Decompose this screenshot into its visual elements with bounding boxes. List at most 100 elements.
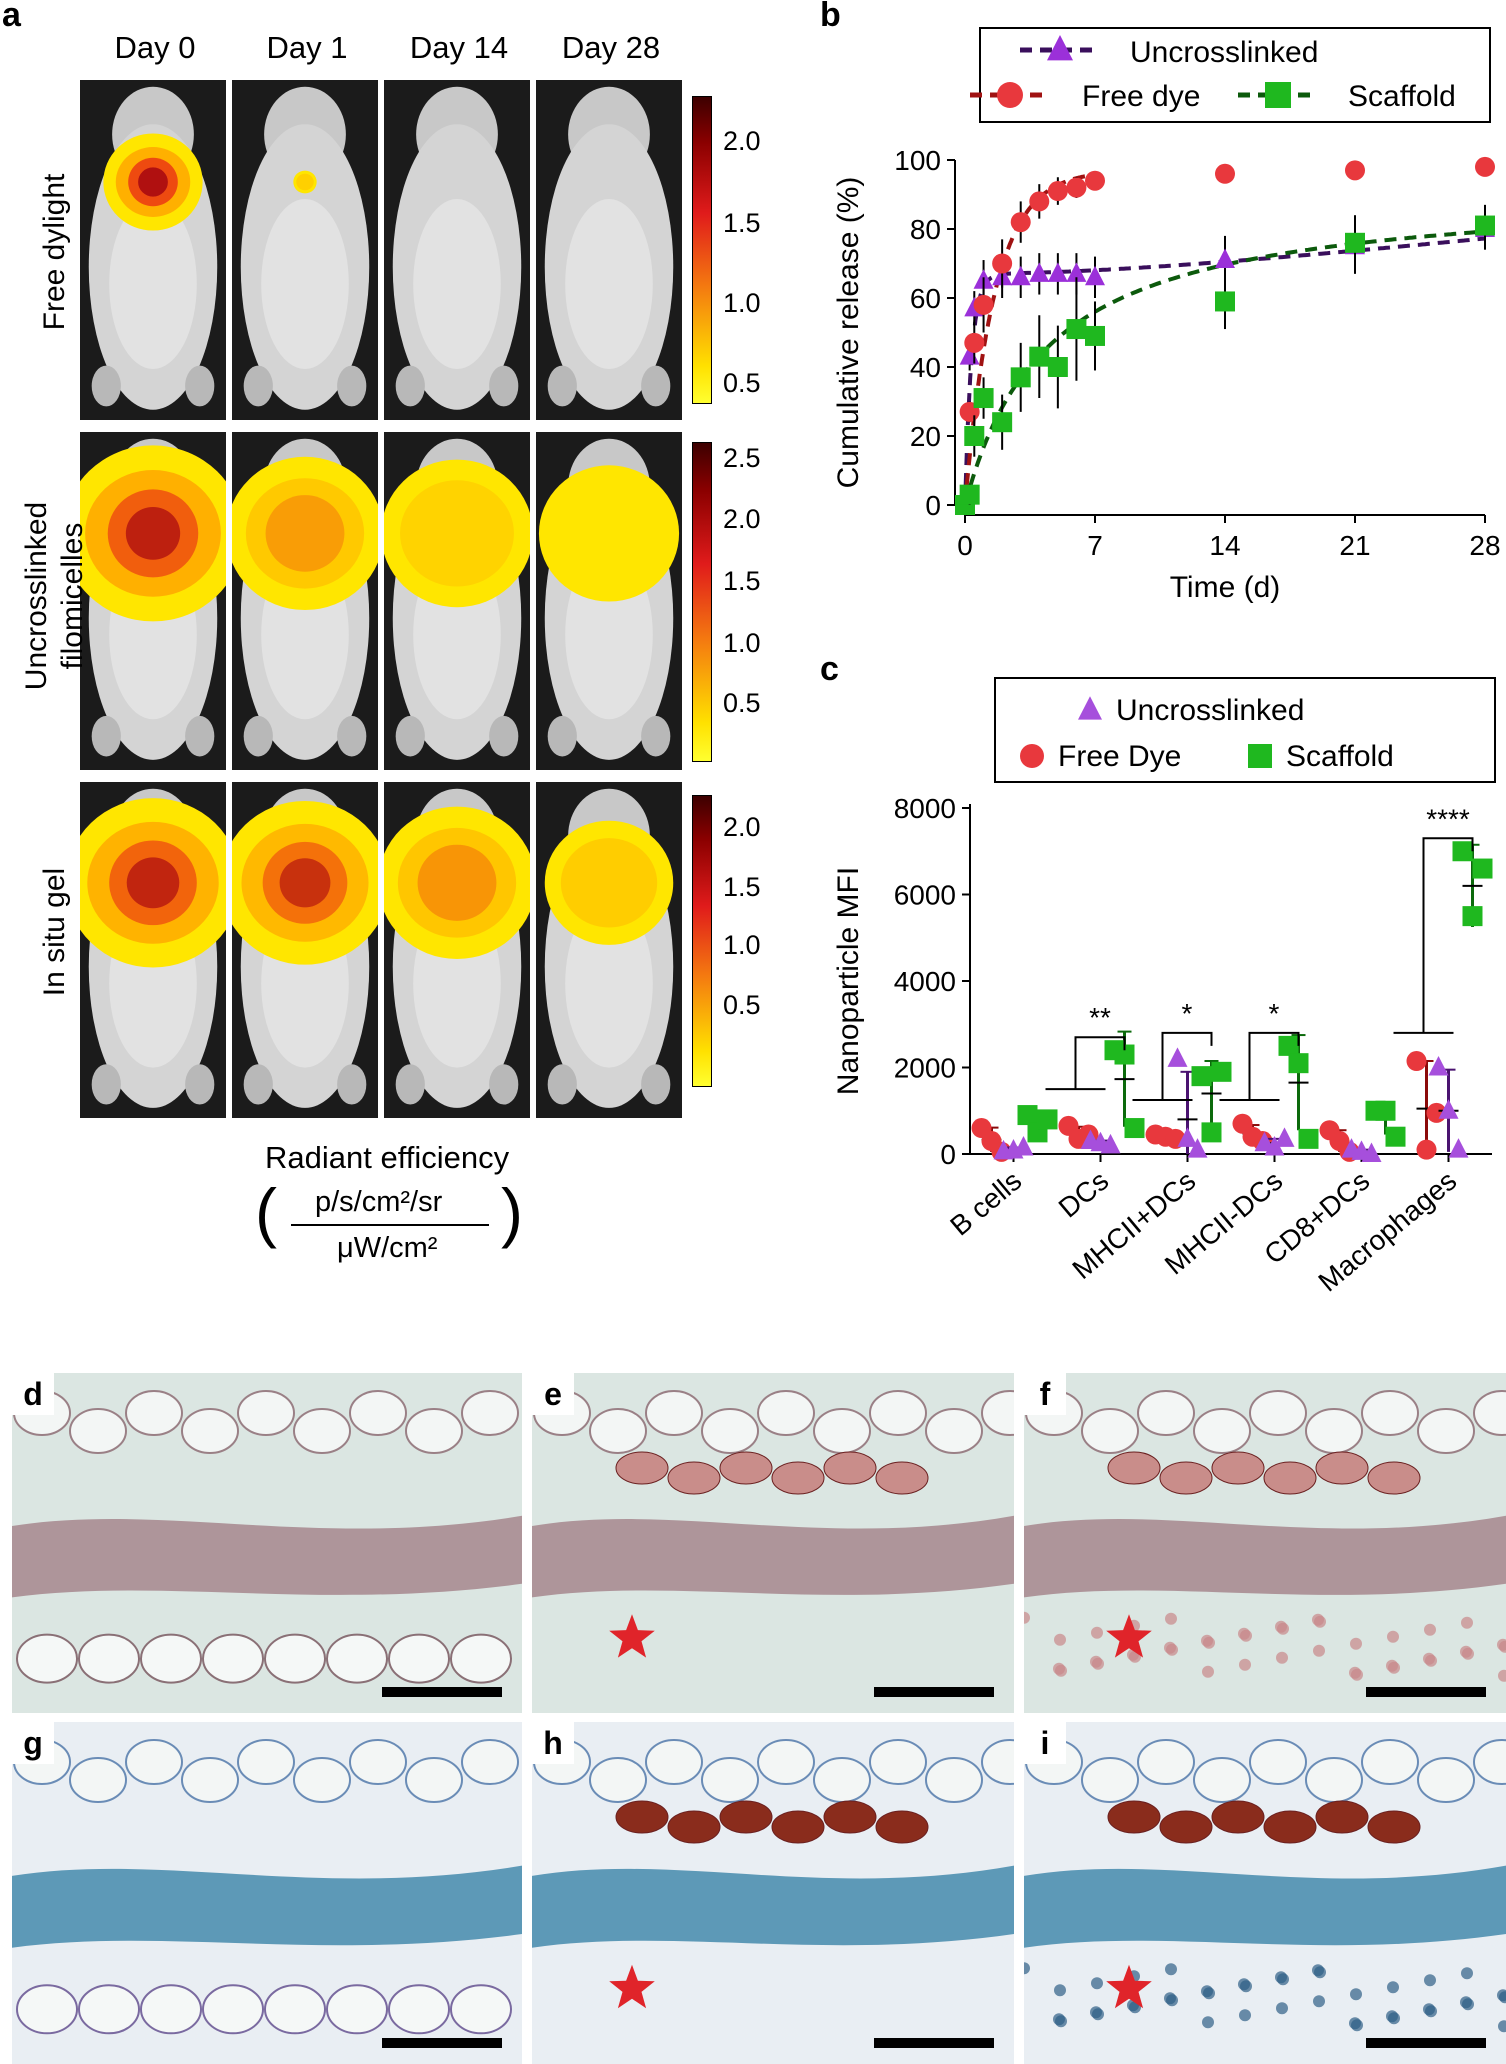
mouse-image: [384, 782, 530, 1118]
mouse-image: [232, 432, 378, 770]
y-tick-label: 6000: [894, 880, 956, 911]
data-point: [1085, 325, 1105, 346]
data-point: [1037, 1109, 1058, 1130]
data-point: [1472, 858, 1493, 879]
data-point: [1215, 163, 1235, 184]
mouse-image: [536, 432, 682, 770]
data-point: [964, 332, 985, 353]
legend-label: Scaffold: [1348, 80, 1456, 113]
x-tick-label: DCs: [1053, 1165, 1115, 1224]
mfi-chart: Uncrosslinked Free Dye Scaffold 0 2000 4000 60…: [832, 677, 1496, 1298]
cb2-tick-1-5: 1.5: [723, 566, 761, 596]
x-tick-label: 14: [1209, 530, 1240, 561]
y-tick-label: 4000: [894, 966, 956, 997]
data-point: [973, 294, 994, 315]
data-point: [1066, 319, 1087, 340]
histology-label-e: e: [532, 1373, 574, 1415]
data-point: [1416, 1139, 1437, 1160]
data-point: [1385, 1126, 1406, 1147]
histology-panel-f: f: [1024, 1373, 1506, 1713]
unit-numerator: p/s/cm²/sr: [315, 1186, 443, 1218]
y-tick-label: 0: [940, 1139, 956, 1170]
cb1-tick-0-5: 0.5: [723, 368, 761, 398]
data-point: [1066, 177, 1087, 198]
data-point: [1047, 181, 1068, 202]
mouse-image: [232, 80, 378, 420]
cb1-tick-1-5: 1.5: [723, 208, 761, 238]
significance-label: *: [1269, 998, 1280, 1029]
row-label-uncrosslinked-line1: Uncrosslinked: [20, 501, 53, 691]
legend-marker: [1047, 35, 1073, 61]
legend-marker: [997, 82, 1023, 108]
cb1-tick-2-0: 2.0: [723, 126, 761, 156]
data-point: [1361, 1142, 1382, 1162]
data-point: [1029, 346, 1050, 367]
cb2-tick-0-5: 0.5: [723, 688, 761, 718]
data-point: [1191, 1066, 1212, 1087]
mouse-image: [384, 80, 530, 420]
data-point: [1288, 1053, 1309, 1074]
x-tick-label: 28: [1469, 530, 1500, 561]
y-tick-label: 0: [925, 490, 941, 521]
significance-label: ****: [1426, 803, 1470, 834]
data-point: [1406, 1051, 1427, 1072]
cb2-tick-1-0: 1.0: [723, 628, 761, 658]
scale-bar: [874, 1687, 994, 1697]
data-point: [1017, 1105, 1038, 1126]
x-tick-label: 21: [1339, 530, 1370, 561]
data-point: [1010, 212, 1031, 233]
histology-label-d: d: [12, 1373, 54, 1415]
y-axis-label: Nanoparticle MFI: [832, 867, 865, 1095]
mouse-image: [384, 432, 530, 770]
y-tick-label: 100: [894, 145, 941, 176]
data-point: [964, 426, 985, 446]
histology-label-g: g: [12, 1722, 54, 1764]
x-tick-label: 0: [957, 530, 973, 561]
fraction-bar: [291, 1224, 489, 1226]
cb2-tick-2-5: 2.5: [723, 443, 761, 473]
histology-panel-i: i: [1024, 1722, 1506, 2064]
data-point: [1010, 265, 1031, 286]
data-point: [959, 484, 980, 505]
data-point: [1100, 1133, 1121, 1154]
cb3-tick-1-0: 1.0: [723, 930, 761, 960]
y-tick-label: 60: [910, 283, 941, 314]
scale-bar: [1366, 1687, 1486, 1697]
histology-label-f: f: [1024, 1373, 1066, 1415]
significance-label: *: [1182, 998, 1193, 1029]
scale-bar: [1366, 2038, 1486, 2048]
x-tick-label: B cells: [944, 1165, 1027, 1242]
data-point: [1177, 1127, 1198, 1147]
histology-panel-h: h: [532, 1722, 1014, 2064]
significance-label: **: [1089, 1002, 1111, 1033]
scale-bar: [874, 2038, 994, 2048]
data-point: [1187, 1138, 1208, 1158]
data-point: [1278, 1035, 1299, 1056]
cb3-tick-0-5: 0.5: [723, 990, 761, 1020]
mouse-image: [536, 782, 682, 1118]
histology-label-h: h: [532, 1722, 574, 1764]
data-point: [1462, 906, 1483, 927]
panel-a-label: a: [2, 0, 21, 34]
x-tick-label: 7: [1087, 530, 1103, 561]
radiant-efficiency-title: Radiant efficiency: [265, 1140, 510, 1175]
mouse-image: [80, 432, 226, 770]
histology-panel-d: d: [12, 1373, 522, 1713]
day-label-0: Day 0: [114, 30, 196, 65]
legend-marker: [1020, 744, 1044, 768]
cb2-tick-2-0: 2.0: [723, 504, 761, 534]
data-point: [1345, 160, 1365, 181]
histology-label-i: i: [1024, 1722, 1066, 1764]
paren-left: (: [255, 1175, 277, 1249]
y-tick-label: 40: [910, 352, 941, 383]
data-point: [992, 253, 1013, 274]
legend-marker: [1248, 744, 1272, 768]
data-point: [992, 412, 1013, 433]
x-axis-label: Time (d): [1170, 571, 1281, 604]
scale-bar: [382, 1687, 502, 1697]
data-point: [1452, 841, 1473, 862]
significance-bracket: [1248, 1031, 1300, 1100]
legend-marker: [1265, 82, 1291, 108]
significance-bracket: [1074, 1036, 1126, 1090]
day-label-1: Day 1: [266, 30, 348, 65]
